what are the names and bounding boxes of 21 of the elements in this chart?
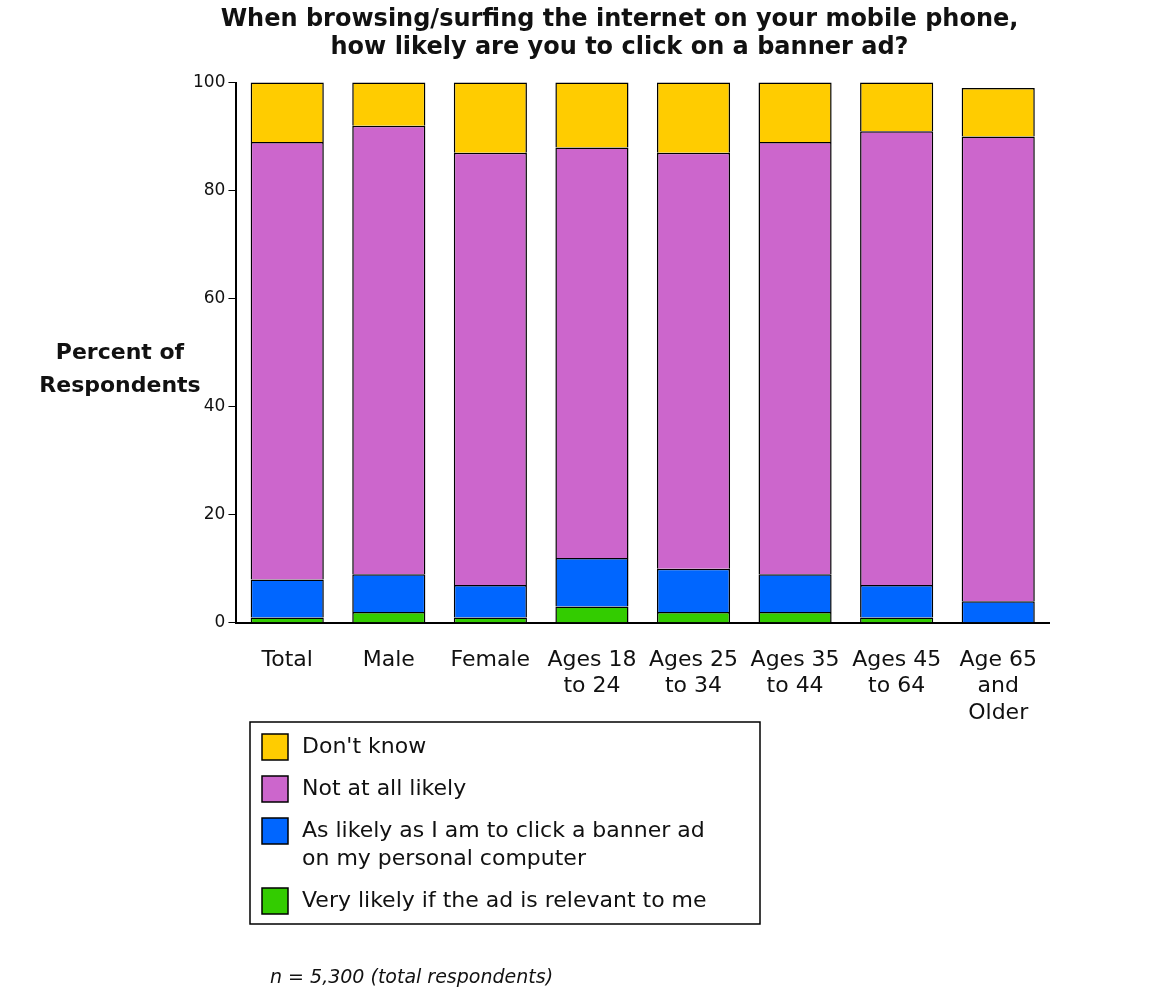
y-tick-label: 0 [214,611,226,632]
x-tick-label: Female [450,645,531,671]
y-tick-label: 20 [203,503,226,524]
y-tick-label: 80 [203,179,226,200]
legend-label: As likely as I am to click a banner ad on my personal computer [302,816,705,870]
x-tick-label: Ages 18 to 24 [547,645,637,698]
x-tick-label: Male [362,645,415,671]
chart-title: When browsing/surfing the internet on your mobile phone, how likely are you to click on a banner ad? [220,3,1019,61]
legend-label: Not at all likely [302,774,467,800]
text: n = 5,300 (total respondents) [270,964,554,987]
y-tick-label: 100 [192,71,226,92]
y-tick-label: 60 [203,287,226,308]
y-tick-label: 40 [203,395,226,416]
x-tick-label: Age 65 and Older [959,645,1037,724]
x-tick-label: Ages 25 to 34 [649,645,739,698]
x-tick-label: Total [260,645,313,671]
legend-label: Don't know [302,732,427,758]
y-axis-title: Percent of Respondents [39,339,201,397]
x-tick-label: Ages 45 to 64 [852,645,942,698]
legend-label: Very likely if the ad is relevant to me [302,886,707,912]
x-tick-label: Ages 35 to 44 [750,645,840,698]
